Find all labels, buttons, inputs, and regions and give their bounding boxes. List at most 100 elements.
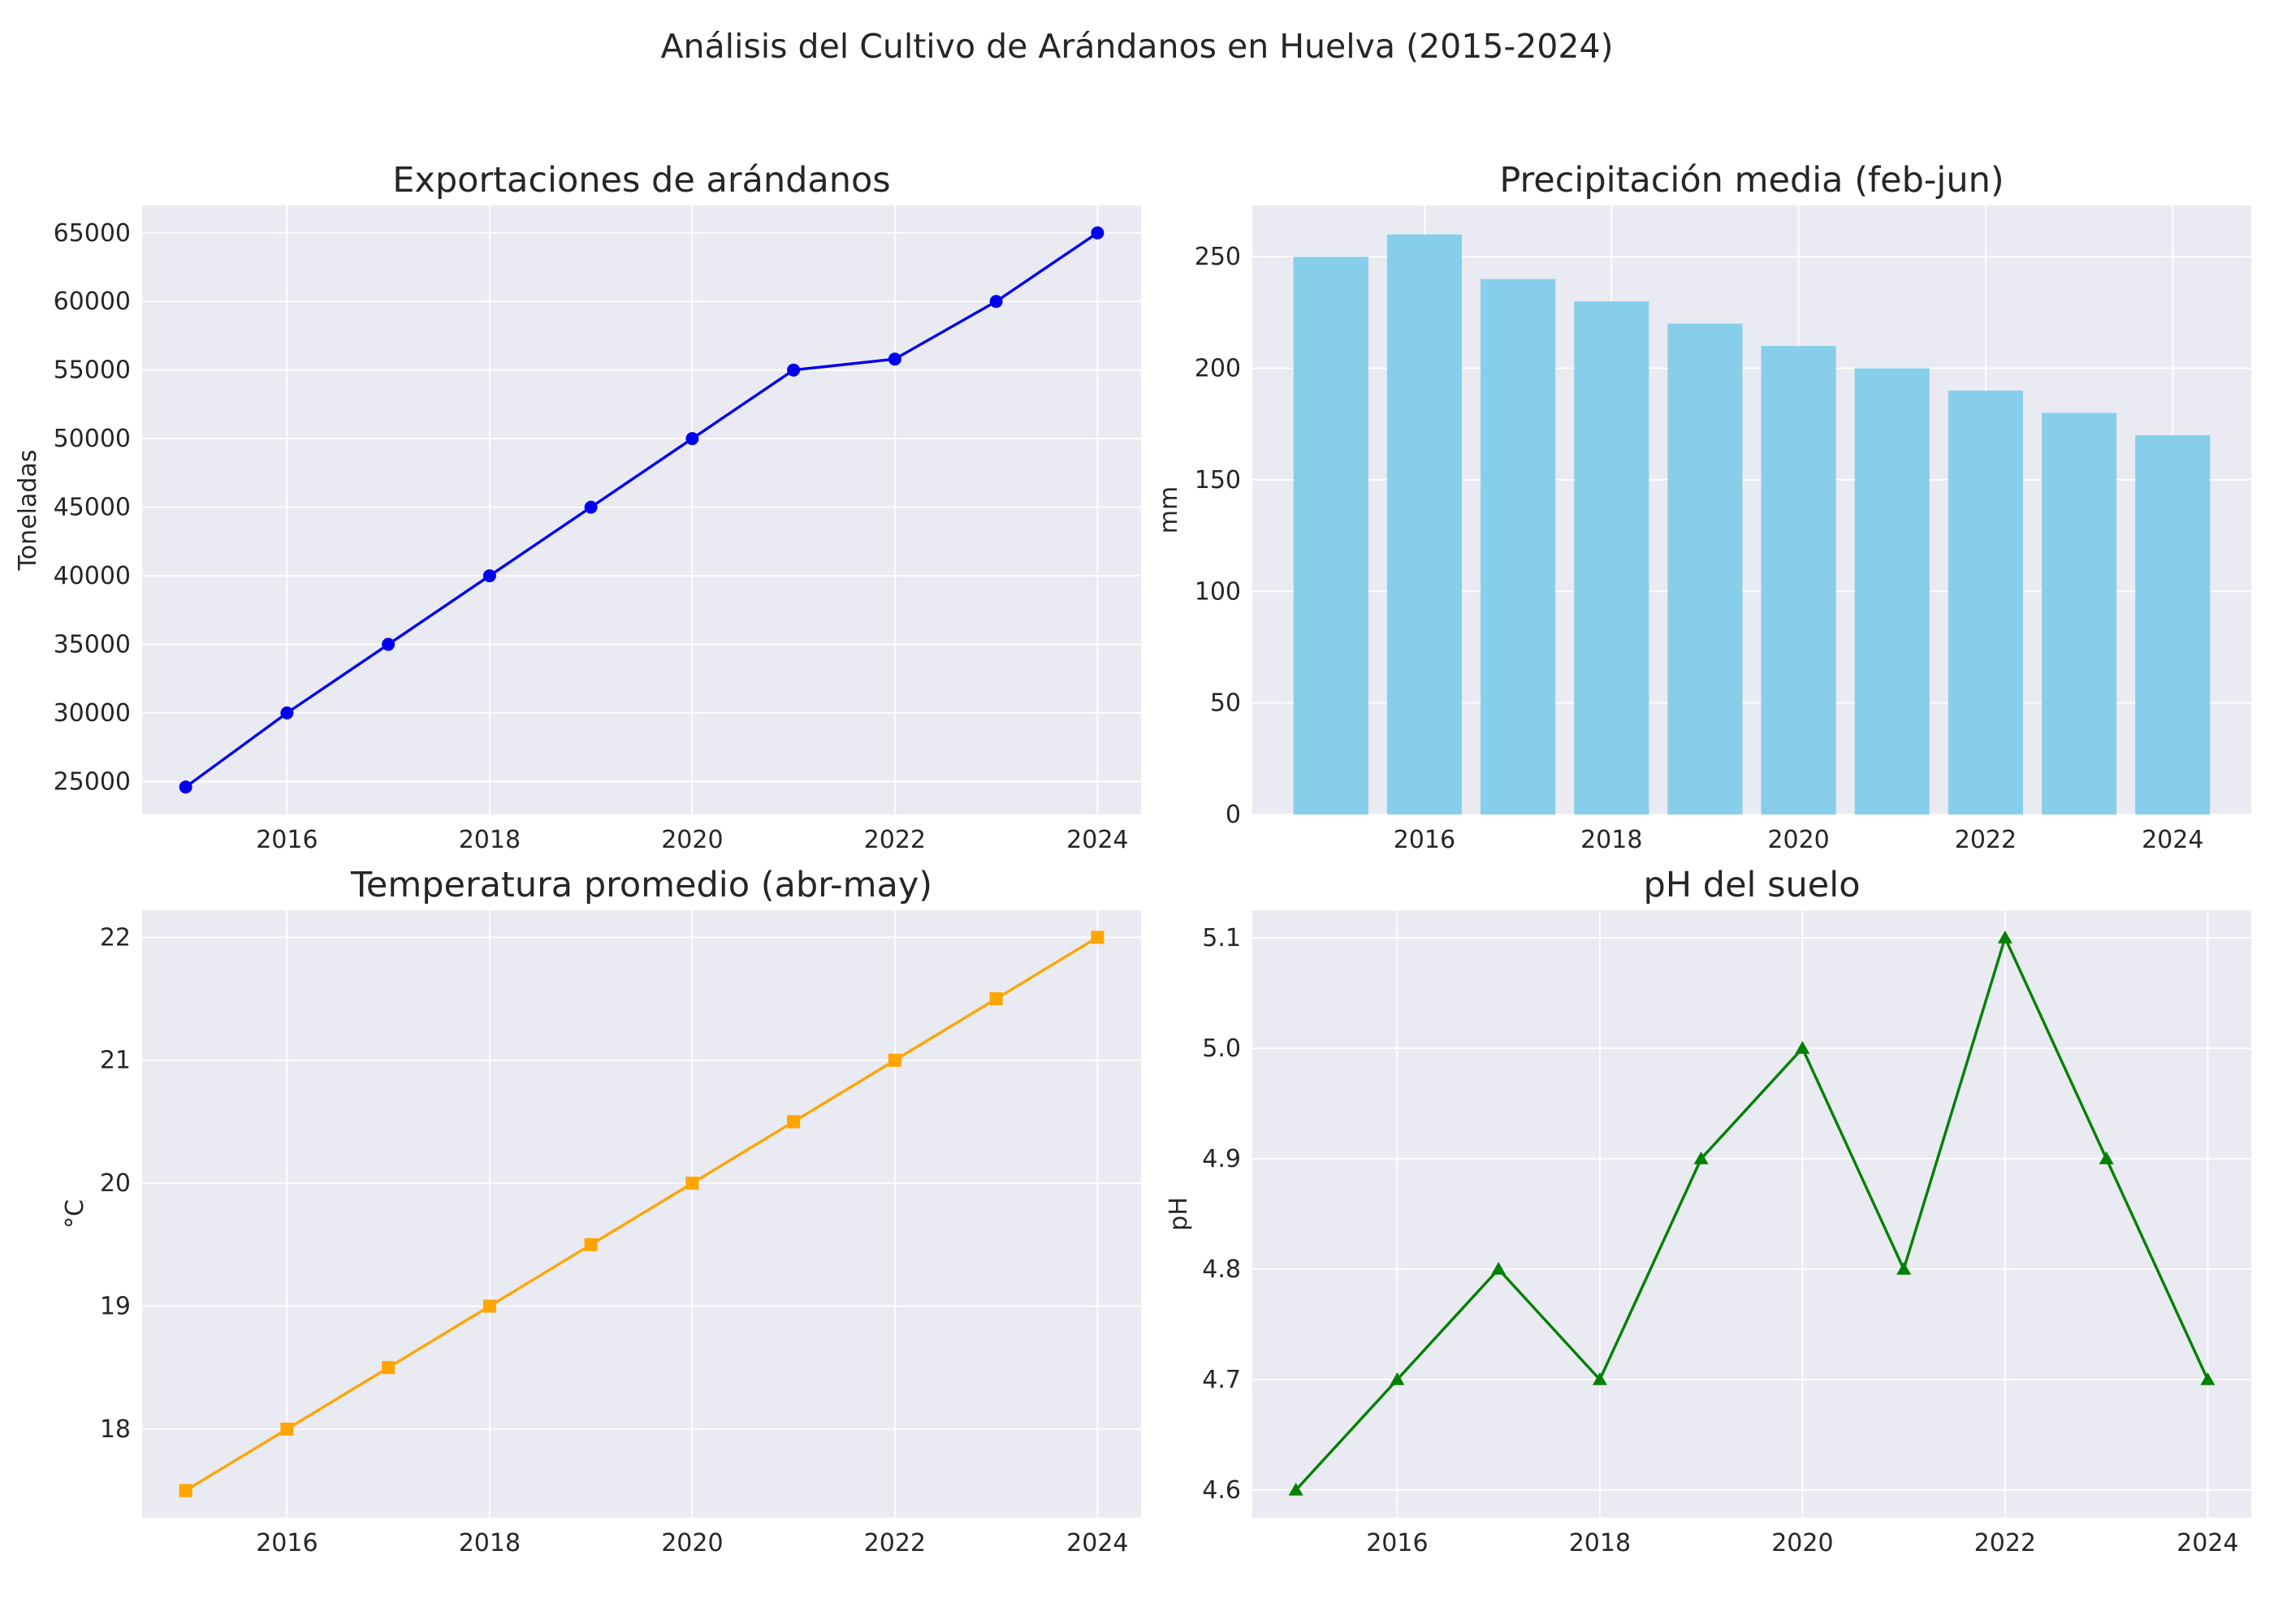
point-2022 [888,352,901,366]
point-2022 [888,1053,901,1067]
point-2020 [685,1177,699,1190]
subplot-title: Precipitación media (feb-jun) [1499,160,2004,201]
point-2019 [584,500,598,514]
y-tick-label: 65000 [54,219,131,248]
subplot-title: pH del suelo [1643,865,1860,905]
y-tick-label: 21 [100,1047,131,1075]
bar-2024 [2135,434,2211,814]
point-2017 [382,1361,396,1375]
point-2015 [179,1484,192,1497]
x-tick-label: 2020 [661,826,723,854]
point-2020 [685,432,699,446]
y-tick-label: 35000 [54,631,131,659]
x-tick-label: 2020 [1767,826,1829,854]
y-tick-label: 18 [100,1415,131,1444]
y-tick-label: 200 [1195,355,1241,383]
y-tick-label: 250 [1195,243,1241,271]
x-tick-label: 2024 [1066,826,1128,854]
point-2023 [989,295,1003,309]
point-2016 [280,706,294,719]
bar-2016 [1386,234,1462,814]
plot-area [1252,910,2251,1518]
y-tick-label: 4.8 [1202,1255,1241,1284]
bar-2020 [1761,346,1836,815]
point-2022 [1997,931,2012,944]
point-2021 [1896,1262,1912,1275]
series-line [1295,936,2209,1492]
figure-title: Análisis del Cultivo de Arándanos en Hue… [660,27,1613,66]
series-line [184,935,1099,1492]
bar-2018 [1574,301,1649,815]
point-2019 [584,1237,598,1251]
y-tick-label: 5.1 [1202,924,1241,952]
x-tick-label: 2020 [661,1529,723,1557]
subplot-exports: 2016 2018 2020 2022 2024 25000 30000 35000 40000… [14,160,1141,854]
point-2021 [787,1115,801,1129]
subplot-precipitation: 2016 2018 2020 2022 2024 0 50 100 150 200 250 Preci… [1155,160,2251,854]
y-tick-label: 20 [100,1169,131,1198]
y-tick-label: 150 [1195,466,1241,495]
y-tick-label: 4.7 [1202,1366,1241,1394]
x-tick-label: 2016 [1366,1529,1428,1557]
point-2016 [1390,1372,1405,1385]
y-axis-label: °C [61,1199,89,1229]
subplot-title: Exportaciones de arándanos [392,160,890,201]
y-tick-label: 100 [1195,577,1241,606]
point-2020 [1795,1041,1810,1054]
y-tick-label: 60000 [54,287,131,316]
bar-2015 [1293,257,1368,815]
x-tick-label: 2022 [864,1529,926,1557]
y-tick-label: 30000 [54,699,131,728]
x-tick-label: 2018 [459,1529,521,1557]
point-2019 [1693,1151,1709,1164]
point-2016 [280,1422,294,1436]
bar-2022 [1948,391,2023,814]
y-tick-label: 4.6 [1202,1476,1241,1505]
bar-2021 [1854,368,1930,814]
bar-2019 [1667,323,1743,815]
y-tick-label: 50000 [54,425,131,453]
series-line [184,231,1099,788]
subplot-temperature: 2016 2018 2020 2022 2024 18 19 20 21 22 Temperatur… [61,865,1141,1557]
x-tick-label: 2022 [1974,1529,2036,1557]
y-tick-label: 50 [1210,689,1241,718]
x-tick-label: 2016 [256,1529,318,1557]
y-tick-label: 40000 [54,562,131,590]
x-tick-label: 2024 [1066,1529,1128,1557]
x-tick-label: 2022 [864,826,926,854]
y-tick-label: 4.9 [1202,1145,1241,1173]
bar-2023 [2042,412,2117,814]
x-tick-label: 2018 [459,826,521,854]
point-2023 [989,992,1003,1006]
bar-2017 [1481,279,1556,815]
point-2018 [1592,1372,1607,1385]
point-2021 [787,363,801,377]
y-tick-label: 22 [100,923,131,952]
y-tick-label: 19 [100,1293,131,1321]
point-2024 [1091,226,1105,240]
x-tick-label: 2024 [2177,1529,2238,1557]
x-tick-label: 2016 [256,826,318,854]
y-tick-label: 5.0 [1202,1034,1241,1063]
x-tick-label: 2022 [1955,826,2017,854]
y-axis-label: mm [1155,486,1183,533]
subplot-ph: 2016 2018 2020 2022 2024 4.6 4.7 4.8 4.9 5.0 5.1 pH… [1165,865,2251,1557]
x-tick-label: 2018 [1580,826,1642,854]
x-tick-label: 2024 [2142,826,2203,854]
y-axis-label: pH [1165,1197,1193,1231]
y-tick-label: 0 [1226,801,1241,829]
point-2023 [2099,1151,2114,1164]
point-2015 [1288,1483,1303,1496]
x-tick-label: 2016 [1394,826,1455,854]
point-2017 [1491,1262,1507,1275]
point-2017 [382,637,396,651]
x-tick-label: 2020 [1771,1529,1833,1557]
point-2024 [1091,931,1105,944]
x-tick-label: 2018 [1569,1529,1631,1557]
point-2018 [482,1299,496,1313]
subplot-title: Temperatura promedio (abr-may) [350,865,932,905]
point-2018 [482,569,496,583]
point-2024 [2200,1372,2216,1385]
